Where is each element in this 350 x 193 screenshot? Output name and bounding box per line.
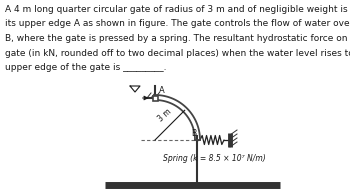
Bar	[153, 96, 158, 101]
Text: gate (in kN, rounded off to two decimal places) when the water level rises to A : gate (in kN, rounded off to two decimal …	[5, 48, 350, 58]
Text: A: A	[159, 86, 165, 95]
Text: B, where the gate is pressed by a spring. The resultant hydrostatic force on the: B, where the gate is pressed by a spring…	[5, 34, 350, 43]
Text: upper edge of the gate is _________.: upper edge of the gate is _________.	[5, 63, 167, 72]
Text: Spring (k = 8.5 × 10⁷ N/m): Spring (k = 8.5 × 10⁷ N/m)	[163, 154, 265, 163]
Text: its upper edge A as shown in figure. The gate controls the flow of water over th: its upper edge A as shown in figure. The…	[5, 19, 350, 29]
Text: B: B	[191, 129, 196, 138]
Text: 3 m: 3 m	[156, 107, 173, 123]
Text: A 4 m long quarter circular gate of radius of 3 m and of negligible weight is hi: A 4 m long quarter circular gate of radi…	[5, 5, 350, 14]
